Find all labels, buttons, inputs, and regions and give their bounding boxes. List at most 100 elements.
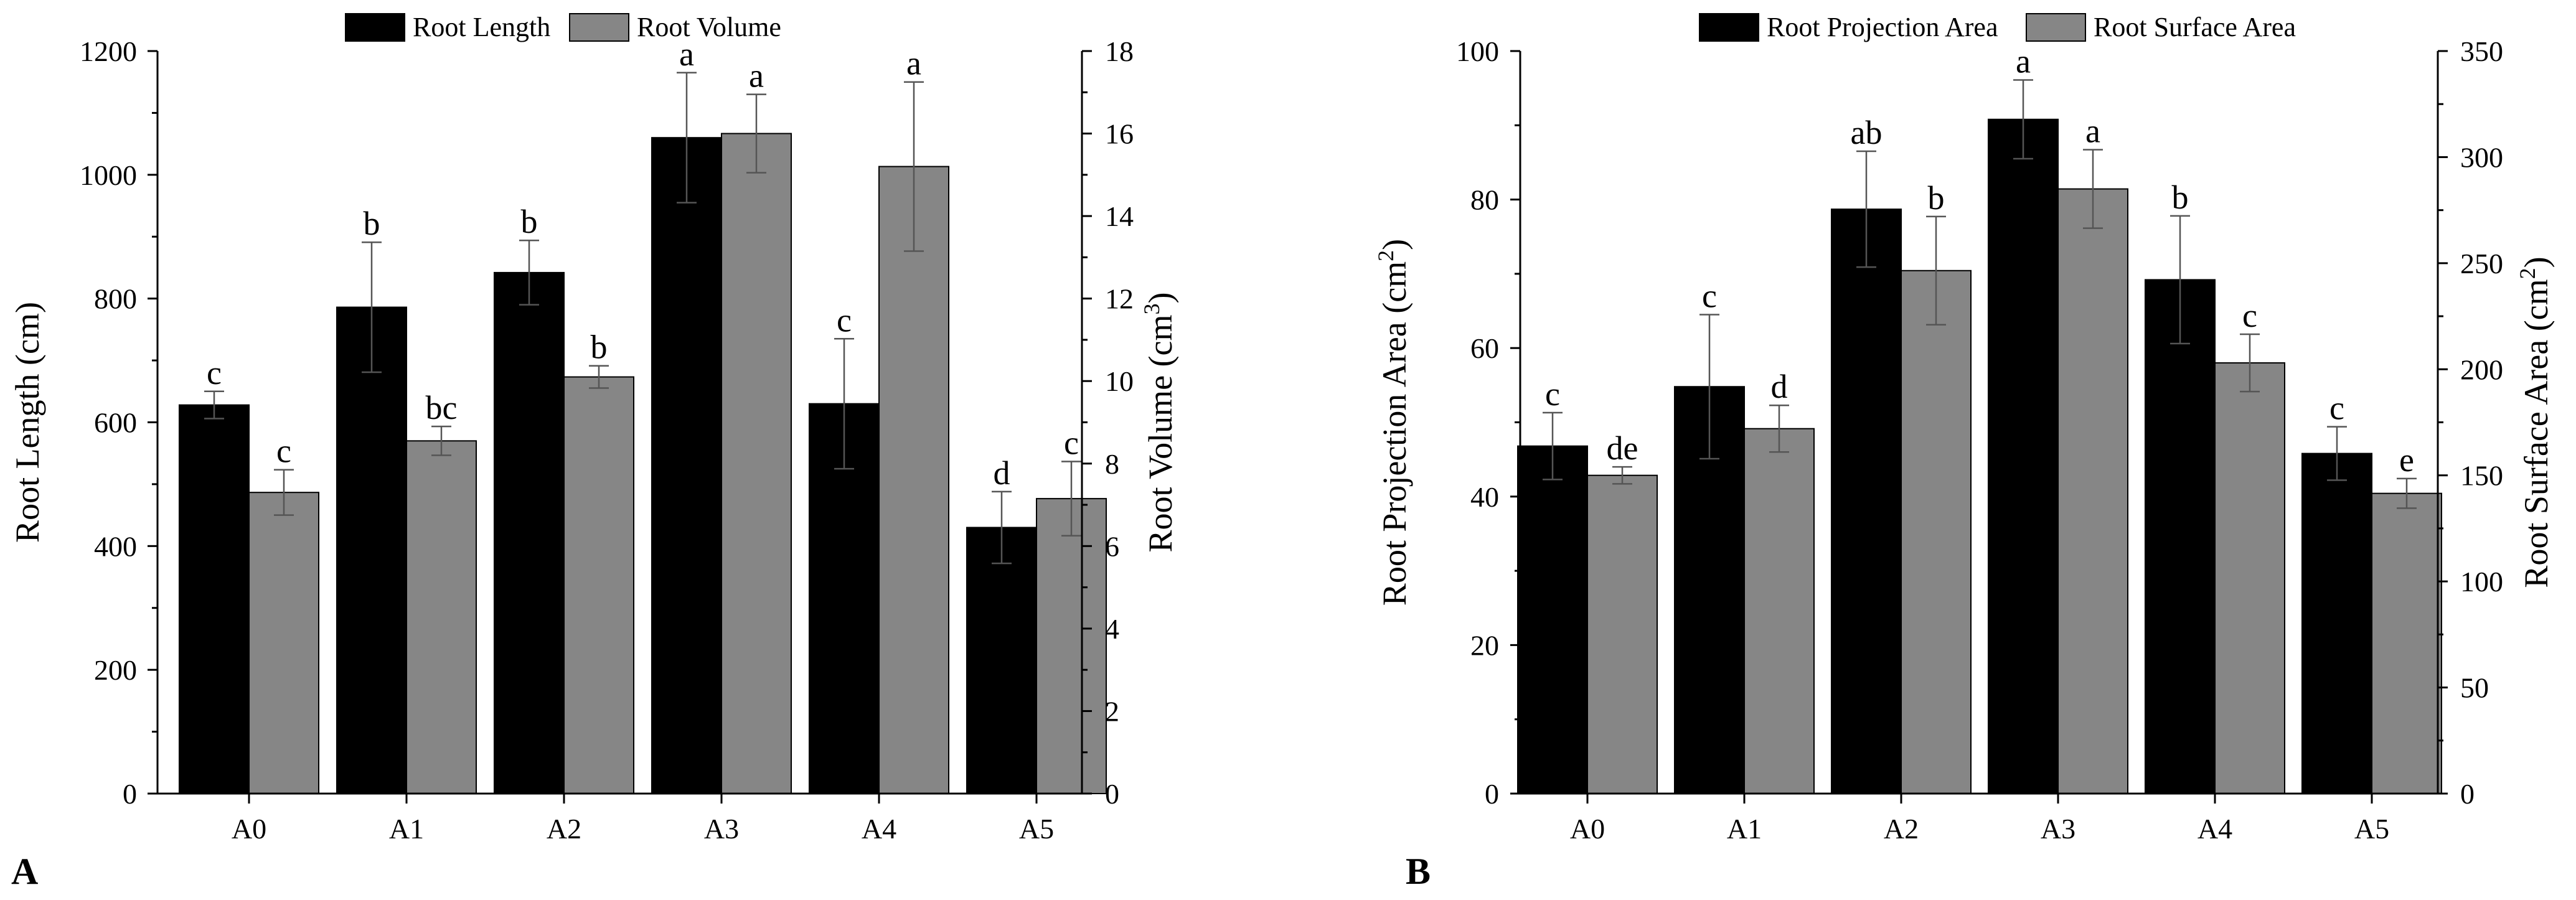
panel-a-left-axis-title: Root Length (cm) <box>9 302 46 543</box>
panel-b-left-axis-title: Root Projection Area (cm2) <box>1373 239 1413 606</box>
panel-a-right-tick-label: 0 <box>1105 778 1119 810</box>
panel-b-left-tick-label: 40 <box>1470 481 1499 513</box>
panel-b-right-tick-label: 100 <box>2460 566 2503 598</box>
panel-b-x-tick-label: A2 <box>1884 813 1919 845</box>
panel-a-bar-root-volume-a4 <box>878 166 949 795</box>
panel-b-right-tick-label: 50 <box>2460 672 2489 704</box>
panel-b-bar-root-projection-area-a2 <box>1831 209 1902 794</box>
panel-a-significance-label: c <box>837 301 852 339</box>
panel-b-left-tick-label: 60 <box>1470 332 1499 364</box>
panel-a-right-axis-title-main: Root Volume (cm <box>1142 314 1179 552</box>
panel-b-legend-swatch <box>1699 13 1759 42</box>
panel-b-bar-root-projection-area-a3 <box>1988 118 2059 795</box>
panel-b-right-axis-title-superscript: 2 <box>2515 268 2540 279</box>
panel-a-significance-label: a <box>749 57 764 95</box>
panel-a-legend-swatch <box>569 13 629 42</box>
panel-a-significance-label: c <box>276 433 291 470</box>
panel-b-right-tick-label: 350 <box>2460 35 2503 67</box>
panel-a-right-tick-label: 2 <box>1105 695 1119 727</box>
panel-b-significance-label: b <box>1928 179 1945 217</box>
panel-b-left-axis-title-main: Root Projection Area (cm <box>1376 261 1413 606</box>
panel-a-significance-label: a <box>679 35 694 73</box>
panel-a-left-tick-label: 800 <box>94 283 137 315</box>
panel-a-bar-root-length-a3 <box>651 137 722 794</box>
panel-a-x-tick-label: A0 <box>232 813 266 845</box>
panel-b-bar-root-surface-area-a0 <box>1587 474 1658 794</box>
panel-b-legend-label: Root Surface Area <box>2094 12 2296 42</box>
panel-a-left-tick-label: 1000 <box>80 159 137 191</box>
panel-b-left-tick-label: 100 <box>1456 35 1499 67</box>
panel-a-bar-root-volume-a5 <box>1036 498 1107 794</box>
panel-a-right-tick-label: 4 <box>1105 613 1119 645</box>
panel-b-x-tick-label: A3 <box>2041 813 2075 845</box>
panel-a-left-tick-label: 1200 <box>80 35 137 67</box>
panel-b-left-axis-title-superscript: 2 <box>1373 250 1398 261</box>
panel-a-left-tick-label: 600 <box>94 407 137 439</box>
panel-b-significance-label: b <box>2172 179 2189 216</box>
panel-a-significance-label: c <box>207 354 222 391</box>
panel-b-significance-label: e <box>2399 441 2414 479</box>
panel-b-right-tick-label: 250 <box>2460 248 2503 279</box>
panel-a-x-tick-label: A2 <box>547 813 581 845</box>
panel-a-right-tick-label: 18 <box>1105 35 1134 67</box>
panel-b-significance-label: c <box>2329 390 2344 427</box>
panel-a-right-tick-label: 10 <box>1105 365 1134 397</box>
panel-b-left-tick-label: 20 <box>1470 629 1499 661</box>
panel-b-x-tick-label: A5 <box>2354 813 2389 845</box>
panel-a-bar-root-volume-a0 <box>248 492 319 795</box>
panel-a-significance-label: b <box>364 205 380 242</box>
panel-a-left-tick-label: 400 <box>94 530 137 562</box>
panel-b-bar-root-surface-area-a4 <box>2214 362 2285 794</box>
panel-a-right-tick-label: 6 <box>1105 530 1119 562</box>
panel-b-bar-root-surface-area-a1 <box>1744 428 1815 794</box>
panel-b-letter: B <box>1406 851 1431 892</box>
panel-a-significance-label: d <box>994 454 1010 492</box>
panel-a-right-tick-label: 14 <box>1105 200 1134 232</box>
panel-b-chart: B ccababcdedbace020406080100050100150200… <box>1373 12 2555 892</box>
panel-b-bar-root-surface-area-a5 <box>2371 492 2442 794</box>
panel-b-left-axis-title-tail: ) <box>1376 239 1413 250</box>
panel-b-significance-label: c <box>1702 278 1717 315</box>
panel-a-x-tick-label: A1 <box>389 813 424 845</box>
panel-a-significance-label: bc <box>426 389 458 426</box>
panel-a-right-tick-label: 12 <box>1105 283 1134 315</box>
panel-b-bar-root-projection-area-a4 <box>2145 279 2216 795</box>
panel-b-x-tick-label: A1 <box>1727 813 1762 845</box>
panel-a-significance-label: b <box>591 329 608 366</box>
panel-b-right-tick-label: 150 <box>2460 460 2503 492</box>
panel-a-left-axis-title-main: Root Length (cm) <box>9 302 46 543</box>
panel-a-bar-root-length-a1 <box>336 306 407 794</box>
panel-a-legend-label: Root Volume <box>637 12 781 42</box>
panel-b-significance-label: de <box>1607 429 1638 467</box>
panel-a-right-tick-label: 8 <box>1105 448 1119 480</box>
panel-a-significance-label: a <box>906 45 921 82</box>
panel-a-right-axis-title: Root Volume (cm3) <box>1139 293 1179 553</box>
panel-a-bar-root-volume-a3 <box>721 133 792 795</box>
panel-b-left-tick-label: 0 <box>1485 778 1499 810</box>
panel-a-bar-root-length-a5 <box>966 527 1037 795</box>
panel-b-significance-label: d <box>1771 368 1788 405</box>
panel-a-legend-label: Root Length <box>413 12 550 42</box>
panel-a-bar-root-volume-a2 <box>563 376 634 794</box>
panel-b-significance-label: c <box>2242 297 2257 334</box>
panel-b-x-tick-label: A0 <box>1570 813 1605 845</box>
panel-b-right-tick-label: 0 <box>2460 778 2475 810</box>
panel-a-letter: A <box>11 851 38 892</box>
panel-a-right-tick-label: 16 <box>1105 118 1134 150</box>
panel-b-bar-root-projection-area-a0 <box>1517 445 1588 794</box>
panel-a-x-tick-label: A3 <box>704 813 739 845</box>
panel-a-bar-root-volume-a1 <box>406 440 477 794</box>
panel-b-bar-root-surface-area-a2 <box>1901 270 1972 794</box>
panel-b-right-axis-title-tail: ) <box>2517 256 2555 268</box>
panel-a-bar-root-length-a2 <box>494 271 565 794</box>
panel-b-significance-label: c <box>1545 375 1560 413</box>
panel-a-chart: A c b b a c d c bc b a a c 0 200 400 600 800 1000 1200 0 2 4 6… <box>9 12 1179 892</box>
panel-b-legend-label: Root Projection Area <box>1767 12 1998 42</box>
panel-b-right-axis-title: Root Surface Area (cm2) <box>2515 256 2555 588</box>
panel-b-legend-swatch <box>2026 13 2086 42</box>
panel-b-bar-root-surface-area-a3 <box>2057 188 2128 794</box>
panel-b-significance-label: ab <box>1851 114 1883 151</box>
panel-a-bar-root-length-a0 <box>179 404 250 794</box>
panel-a-x-tick-label: A4 <box>862 813 896 845</box>
panel-b-right-axis-title-main: Root Surface Area (cm <box>2517 279 2555 588</box>
